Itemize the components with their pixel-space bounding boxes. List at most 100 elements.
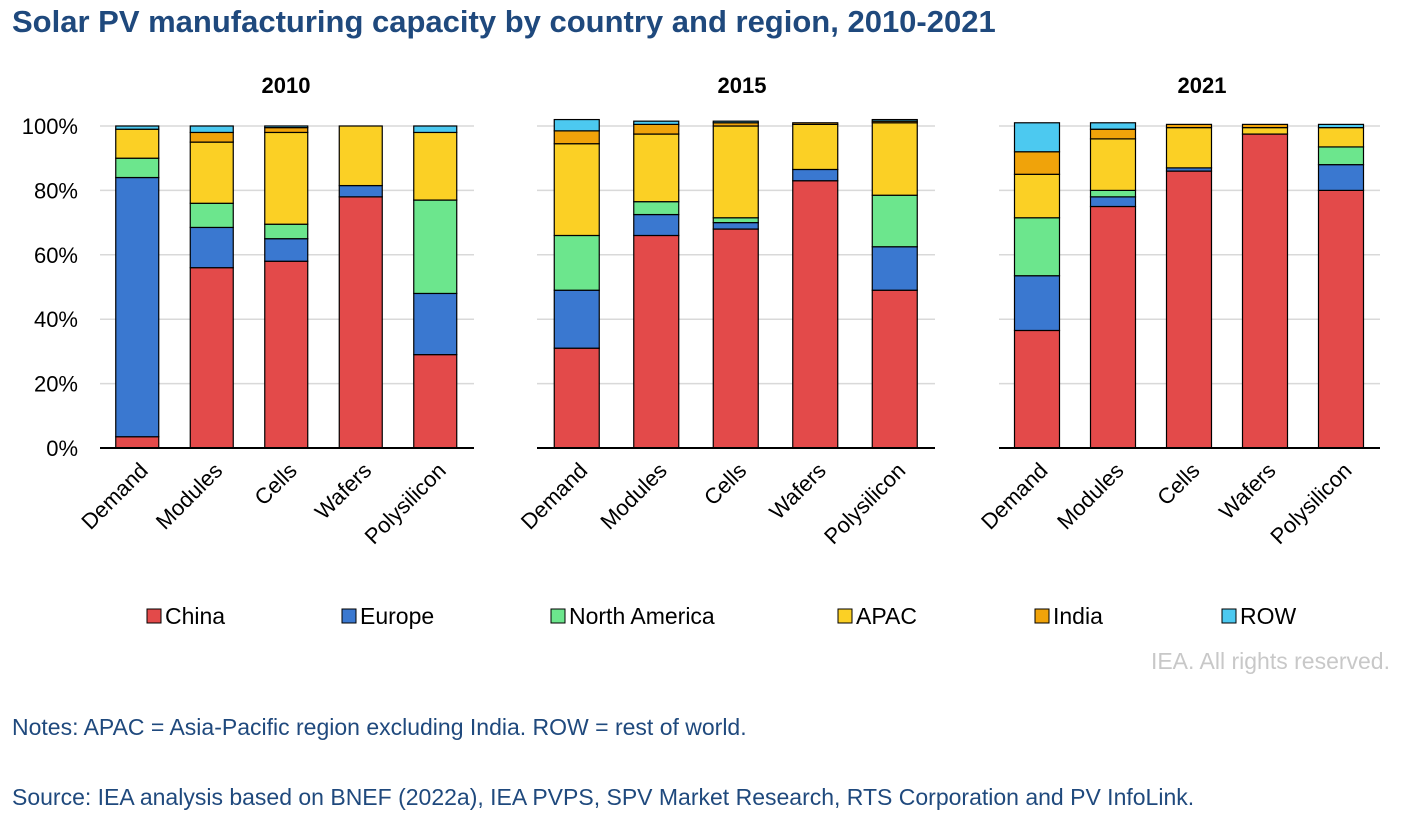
figure-title: Solar PV manufacturing capacity by count…	[12, 4, 996, 39]
x-tick-label: Wafers	[310, 458, 376, 524]
bar-segment-india	[264, 127, 309, 134]
bar-segment-china	[553, 347, 600, 449]
x-tick-label: Modules	[151, 458, 227, 534]
bar-segment-row	[1013, 122, 1061, 153]
bar-stack-demand	[115, 125, 160, 449]
bar-segment-europe	[553, 289, 600, 349]
legend-item-china: China	[146, 603, 225, 629]
y-tick-label: 80%	[34, 178, 78, 203]
legend-label: India	[1053, 603, 1103, 629]
bar-segment-europe	[264, 238, 309, 262]
bar-segment-row	[413, 125, 458, 134]
bar-segment-apac	[264, 131, 309, 225]
bar-segment-china	[338, 196, 383, 449]
bar-segment-apac	[115, 128, 160, 159]
bar-segment-china	[1165, 170, 1213, 449]
x-tick-label: Wafers	[1214, 458, 1280, 524]
bar-segment-north-america	[871, 194, 918, 248]
bar-stack-polysilicon	[413, 125, 458, 449]
bar-segment-apac	[633, 133, 680, 203]
bar-segment-europe	[792, 168, 839, 182]
bar-segment-north-america	[413, 199, 458, 295]
bar-segment-china	[264, 260, 309, 449]
y-tick-label: 100%	[22, 114, 78, 139]
bar-segment-row	[264, 125, 309, 129]
legend-swatch	[146, 608, 162, 624]
bar-segment-apac	[1165, 127, 1213, 169]
bar-segment-china	[413, 354, 458, 449]
bar-segment-apac	[871, 122, 918, 196]
bar-segment-north-america	[1317, 146, 1365, 166]
legend-label: Europe	[360, 603, 434, 629]
bar-segment-europe	[1317, 164, 1365, 191]
bar-stack-wafers	[338, 125, 383, 449]
bar-segment-apac	[338, 125, 383, 187]
bar-segment-europe	[338, 184, 383, 198]
bar-segment-china	[1013, 329, 1061, 449]
bar-segment-india	[1241, 123, 1289, 129]
x-tick-label: Modules	[1052, 458, 1128, 534]
x-tick-label: Modules	[595, 458, 671, 534]
bar-segment-india	[792, 122, 839, 125]
x-tick-label: Wafers	[764, 458, 830, 524]
bar-segment-china	[115, 436, 160, 449]
x-tick-label: Cells	[1152, 458, 1204, 510]
bar-stack-polysilicon	[871, 118, 918, 449]
bar-segment-row	[1317, 123, 1365, 129]
bar-segment-india	[1013, 151, 1061, 175]
bar-segment-apac	[189, 141, 234, 204]
bar-segment-china	[792, 180, 839, 449]
y-tick-label: 0%	[46, 436, 78, 461]
bar-segment-china	[1241, 133, 1289, 449]
copyright-credit: IEA. All rights reserved.	[1150, 648, 1390, 674]
bar-stack-wafers	[1241, 123, 1289, 449]
bar-segment-europe	[712, 222, 759, 230]
bar-stack-demand	[1013, 122, 1061, 449]
x-tick-label: Cells	[699, 458, 751, 510]
bar-stack-polysilicon	[1317, 123, 1365, 449]
legend-item-india: India	[1034, 603, 1103, 629]
bar-stack-cells	[264, 125, 309, 449]
bar-segment-europe	[1089, 196, 1137, 208]
bar-segment-india	[1165, 123, 1213, 129]
bar-segment-row	[189, 125, 234, 134]
bar-segment-europe	[871, 246, 918, 291]
bar-segment-india	[633, 123, 680, 135]
bar-segment-north-america	[553, 234, 600, 291]
x-tick-label: Cells	[250, 458, 302, 510]
bar-segment-apac	[553, 143, 600, 237]
bar-segment-north-america	[115, 157, 160, 179]
bar-segment-europe	[115, 176, 160, 438]
bar-segment-row	[115, 125, 160, 130]
y-tick-label: 60%	[34, 243, 78, 268]
legend-label: China	[165, 603, 225, 629]
legend-item-europe: Europe	[341, 603, 434, 629]
bar-segment-apac	[413, 131, 458, 201]
legend: China Europe North America APAC India ROW	[146, 603, 1297, 629]
bar-segment-north-america	[1089, 189, 1137, 198]
x-tick-label: Demand	[516, 458, 592, 534]
bar-stack-modules	[633, 120, 680, 449]
bar-segment-row	[1089, 122, 1137, 130]
bar-segment-row	[712, 120, 759, 124]
bar-stack-cells	[1165, 123, 1213, 449]
bar-stack-wafers	[792, 122, 839, 449]
bar-segment-europe	[189, 226, 234, 269]
bar-segment-india	[553, 130, 600, 145]
figure-notes: Notes: APAC = Asia-Pacific region exclud…	[12, 714, 747, 740]
bar-stack-cells	[712, 120, 759, 449]
bar-segment-china	[712, 228, 759, 449]
panel-title: 2010	[262, 73, 311, 98]
bar-segment-apac	[712, 125, 759, 219]
legend-swatch	[1221, 608, 1237, 624]
x-tick-label: Demand	[76, 458, 152, 534]
bar-segment-india	[189, 131, 234, 143]
bar-segment-china	[871, 289, 918, 449]
bar-stack-demand	[553, 118, 600, 449]
bar-segment-apac	[1317, 127, 1365, 148]
bar-segment-europe	[413, 292, 458, 356]
